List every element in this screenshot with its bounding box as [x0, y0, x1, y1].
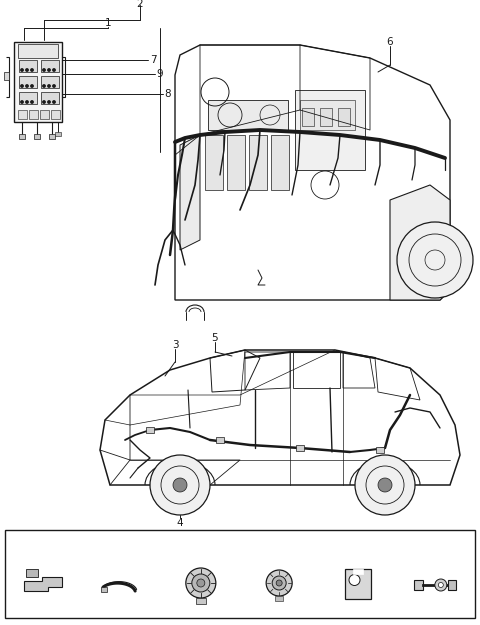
Circle shape [192, 574, 210, 592]
Bar [41, 60, 59, 72]
Bar [208, 100, 288, 130]
Text: 15: 15 [428, 534, 443, 548]
Circle shape [43, 101, 45, 103]
Circle shape [53, 69, 55, 71]
Circle shape [173, 478, 187, 492]
Circle shape [31, 69, 33, 71]
Bar [196, 598, 206, 604]
Bar [227, 135, 245, 190]
Circle shape [26, 85, 28, 88]
Bar [338, 108, 350, 126]
Circle shape [435, 579, 447, 591]
Bar [414, 580, 423, 590]
Bar [29, 110, 38, 119]
Bar [34, 134, 40, 139]
Bar [275, 596, 283, 601]
Text: 6: 6 [387, 37, 393, 47]
Circle shape [48, 85, 50, 88]
Circle shape [276, 580, 282, 586]
Text: 8: 8 [165, 89, 171, 99]
Polygon shape [24, 577, 62, 591]
Text: 14: 14 [350, 534, 365, 548]
Bar [146, 427, 154, 433]
Bar [295, 90, 365, 170]
Bar [296, 445, 304, 451]
Bar [300, 100, 355, 130]
Bar [249, 135, 267, 190]
Bar [40, 110, 49, 119]
Bar [100, 587, 107, 592]
Circle shape [26, 101, 28, 103]
Text: 9: 9 [156, 69, 163, 79]
Bar [19, 134, 25, 139]
Bar [4, 72, 9, 80]
Circle shape [31, 85, 33, 88]
Bar [18, 44, 58, 58]
Circle shape [53, 101, 55, 103]
Bar [448, 580, 456, 590]
Text: 1: 1 [105, 18, 111, 28]
Circle shape [186, 568, 216, 598]
Bar [19, 60, 37, 72]
Bar [205, 135, 223, 190]
Circle shape [355, 455, 415, 515]
Bar [26, 569, 38, 577]
Circle shape [438, 582, 444, 587]
Circle shape [53, 85, 55, 88]
Bar [19, 92, 37, 104]
Circle shape [378, 478, 392, 492]
Bar [49, 134, 55, 139]
Bar [14, 42, 62, 122]
Circle shape [272, 576, 286, 590]
Circle shape [150, 455, 210, 515]
Bar [352, 569, 362, 574]
Circle shape [21, 101, 23, 103]
Text: 5: 5 [212, 333, 218, 343]
Circle shape [349, 574, 360, 586]
Bar [51, 110, 60, 119]
Bar [345, 569, 371, 599]
Circle shape [197, 579, 205, 587]
Bar [55, 132, 61, 136]
Bar [376, 447, 384, 453]
Circle shape [397, 222, 473, 298]
Bar [5, 530, 475, 618]
Circle shape [266, 570, 292, 596]
Circle shape [43, 85, 45, 88]
Text: 13: 13 [272, 534, 287, 548]
Circle shape [48, 69, 50, 71]
Text: 11: 11 [115, 534, 130, 548]
Circle shape [43, 69, 45, 71]
Circle shape [26, 69, 28, 71]
Bar [41, 76, 59, 88]
Polygon shape [180, 135, 200, 250]
Text: 10: 10 [37, 534, 52, 548]
Circle shape [21, 69, 23, 71]
Bar [320, 108, 332, 126]
Text: 2: 2 [137, 0, 144, 9]
Circle shape [21, 85, 23, 88]
Bar [18, 110, 27, 119]
Circle shape [31, 101, 33, 103]
Polygon shape [390, 185, 450, 300]
Bar [302, 108, 314, 126]
Text: 7: 7 [150, 55, 156, 65]
Bar [216, 437, 224, 443]
Circle shape [48, 101, 50, 103]
Bar [271, 135, 289, 190]
Bar [19, 76, 37, 88]
Bar [41, 92, 59, 104]
Text: 4: 4 [177, 518, 183, 528]
Text: 3: 3 [172, 340, 178, 350]
Text: 12: 12 [193, 534, 208, 548]
